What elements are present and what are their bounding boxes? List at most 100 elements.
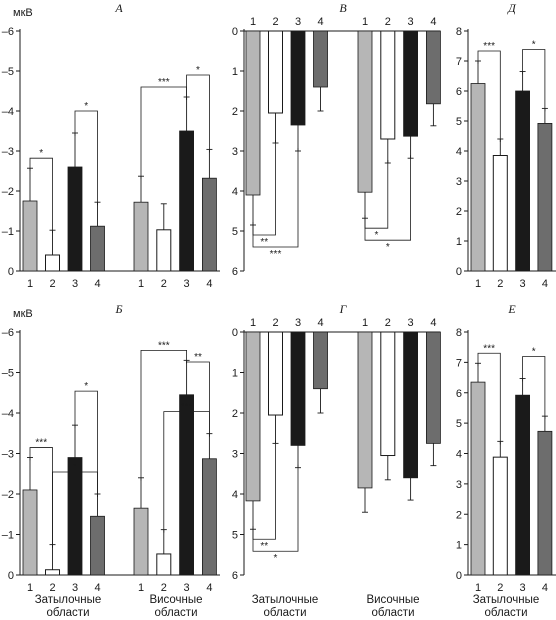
y-tick-label-V: 6: [232, 266, 238, 278]
y-tick-label-B: –2: [2, 489, 14, 501]
bar-E-g0-c2: [492, 456, 508, 576]
significance-label-V: *: [374, 230, 378, 241]
bar-B-g1-c3: [179, 394, 195, 576]
bar-A-g1-c1: [133, 201, 149, 272]
y-tick-label-E: 5: [456, 418, 462, 430]
category-label-V: 4: [317, 16, 323, 28]
region-label-occipital-mid-1: Затылочные: [252, 594, 319, 606]
y-tick-label-B: 0: [8, 570, 14, 582]
category-label-G: 4: [317, 317, 323, 329]
significance-label-E: ***: [483, 343, 495, 354]
y-unit-label-B: мкВ: [13, 308, 33, 320]
category-label-V: 2: [272, 16, 278, 28]
y-tick-label-E: 4: [456, 449, 462, 461]
significance-label-B: ***: [158, 340, 170, 351]
y-tick-label-D: 3: [456, 176, 462, 188]
bar-B-g0-c1: [22, 489, 38, 576]
y-tick-label-E: 1: [456, 540, 462, 552]
y-tick-label-D: 1: [456, 236, 462, 248]
y-tick-label-G: 3: [232, 449, 238, 461]
category-label-B: 2: [49, 582, 55, 594]
category-label-D: 1: [475, 278, 481, 290]
panel-letter-A: А: [114, 1, 123, 15]
y-tick-label-A: 0: [8, 266, 14, 278]
region-labels: Затылочные области Височные области Заты…: [35, 594, 540, 619]
significance-bracket-A: [29, 157, 53, 234]
y-tick-label-G: 2: [232, 408, 238, 420]
category-label-E: 2: [497, 582, 503, 594]
panel-letter-V: В: [339, 1, 347, 15]
category-label-V: 4: [430, 16, 436, 28]
bar-E-g0-c4: [537, 430, 553, 576]
significance-bracket-V: [364, 155, 412, 241]
significance-bracket-B: [74, 390, 98, 497]
category-label-B: 4: [206, 582, 212, 594]
region-label-temporal-mid-2: области: [371, 607, 414, 619]
category-label-B: 1: [138, 582, 144, 594]
category-label-G: 3: [408, 317, 414, 329]
y-tick-label-E: 0: [456, 570, 462, 582]
bar-V-g0-c1: [245, 30, 261, 196]
category-label-B: 4: [94, 582, 100, 594]
bar-D-g0-c4: [537, 123, 553, 272]
category-label-A: 1: [27, 278, 33, 290]
region-label-occipital-mid-2: области: [263, 607, 306, 619]
significance-label-D: ***: [483, 41, 495, 52]
region-label-occipital-left-2: области: [46, 607, 89, 619]
y-tick-label-V: 0: [232, 26, 238, 38]
category-label-A: 2: [161, 278, 167, 290]
category-label-B: 2: [161, 582, 167, 594]
bar-B-g0-c3: [67, 457, 83, 576]
category-label-A: 2: [49, 278, 55, 290]
significance-label-A: ***: [158, 77, 170, 88]
category-label-G: 2: [272, 317, 278, 329]
significance-label-V: *: [386, 242, 390, 253]
significance-bracket-B: [140, 349, 188, 481]
category-label-E: 1: [475, 582, 481, 594]
bar-D-g0-c1: [470, 83, 486, 272]
significance-bracket-A: [74, 110, 98, 206]
category-label-D: 2: [497, 278, 503, 290]
y-tick-label-A: –3: [2, 146, 14, 158]
bar-G-g1-c2: [380, 331, 396, 457]
bar-G-g0-c1: [245, 331, 261, 502]
panel-letter-D: Д: [507, 1, 517, 15]
category-label-A: 4: [94, 278, 100, 290]
y-tick-label-D: 4: [456, 146, 462, 158]
category-label-G: 3: [295, 317, 301, 329]
bar-B-g1-c4: [201, 458, 217, 576]
bar-B-g1-c2: [156, 553, 172, 576]
significance-bracket-E: [477, 352, 501, 445]
bar-E-g0-c3: [515, 394, 530, 576]
bar-B-g0-c2: [45, 569, 60, 576]
y-tick-label-A: –4: [2, 106, 14, 118]
y-tick-label-G: 5: [232, 530, 238, 542]
y-tick-label-A: –6: [2, 26, 14, 38]
y-tick-label-D: 5: [456, 116, 462, 128]
bar-A-g1-c3: [179, 130, 195, 272]
category-label-V: 1: [250, 16, 256, 28]
y-tick-label-G: 1: [232, 368, 238, 380]
y-tick-label-D: 0: [456, 266, 462, 278]
bar-G-g1-c3: [403, 331, 419, 479]
significance-label-B: **: [194, 352, 202, 363]
y-tick-label-V: 4: [232, 186, 238, 198]
region-label-temporal-left-1: Височные: [149, 594, 202, 606]
region-label-occipital-right-1: Затылочные: [473, 594, 540, 606]
significance-label-A: *: [196, 65, 200, 76]
bar-V-g1-c1: [357, 30, 373, 193]
y-tick-label-G: 0: [232, 327, 238, 339]
bar-V-g0-c3: [290, 30, 306, 126]
y-tick-label-G: 6: [232, 570, 238, 582]
y-tick-label-D: 6: [456, 86, 462, 98]
y-tick-label-E: 8: [456, 327, 462, 339]
bar-G-g0-c4: [313, 331, 328, 390]
significance-bracket-B: [186, 361, 210, 437]
bar-G-g1-c1: [357, 331, 373, 489]
y-unit-label-A: мкВ: [13, 7, 33, 19]
bar-B-g1-c1: [133, 507, 149, 576]
y-tick-label-A: –1: [2, 226, 14, 238]
